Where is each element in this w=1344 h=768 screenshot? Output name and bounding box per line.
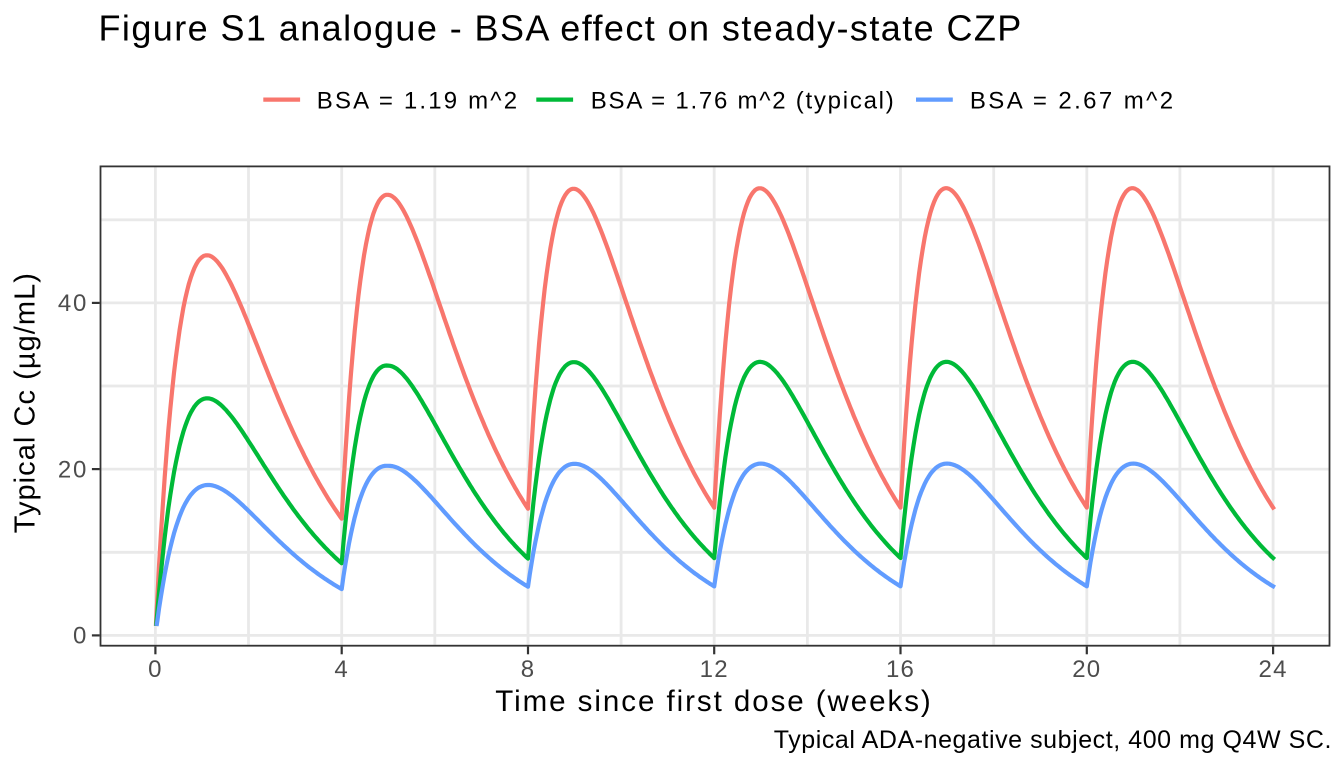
svg-text:0: 0 — [148, 656, 163, 683]
svg-text:0: 0 — [73, 623, 88, 650]
svg-text:4: 4 — [334, 656, 349, 683]
svg-text:12: 12 — [700, 656, 729, 683]
svg-text:Typical Cc (µg/mL): Typical Cc (µg/mL) — [10, 272, 42, 533]
svg-text:BSA = 2.67 m^2: BSA = 2.67 m^2 — [970, 88, 1176, 115]
svg-text:16: 16 — [886, 656, 915, 683]
svg-text:40: 40 — [58, 290, 88, 317]
svg-text:8: 8 — [521, 656, 536, 683]
svg-text:BSA = 1.19 m^2: BSA = 1.19 m^2 — [317, 88, 519, 115]
svg-text:Typical ADA-negative subject,: Typical ADA-negative subject, 400 mg Q4W… — [774, 726, 1332, 754]
svg-text:Time since first dose (weeks): Time since first dose (weeks) — [495, 685, 932, 718]
svg-text:Figure S1 analogue - BSA effec: Figure S1 analogue - BSA effect on stead… — [99, 7, 1023, 48]
svg-text:20: 20 — [1072, 656, 1101, 683]
svg-text:20: 20 — [58, 456, 88, 483]
svg-text:24: 24 — [1259, 656, 1288, 683]
svg-text:BSA = 1.76 m^2 (typical): BSA = 1.76 m^2 (typical) — [591, 88, 896, 115]
